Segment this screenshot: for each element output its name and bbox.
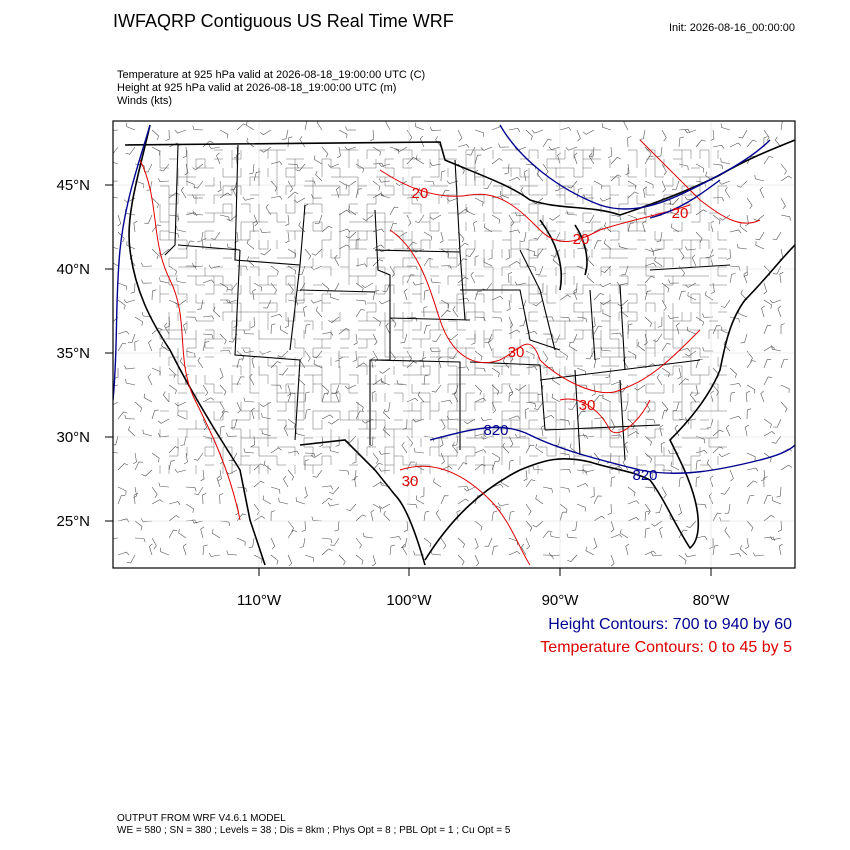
axes: 45°N 40°N 35°N 30°N 25°N 110°W 100°W 90°W 80°W — [56, 177, 730, 609]
lon-label: 90°W — [542, 592, 580, 609]
field-label: Temperature at 925 hPa valid at 2026-08-… — [117, 69, 425, 81]
height-contours — [113, 124, 795, 474]
lat-label: 45°N — [56, 177, 90, 194]
lon-label: 100°W — [386, 592, 432, 609]
temperature-contour-label: 30 — [402, 473, 419, 490]
map-frame — [112, 120, 796, 569]
temperature-contour-label: 20 — [412, 185, 429, 202]
lat-label: 30°N — [56, 429, 90, 446]
lat-label: 25°N — [56, 513, 90, 530]
footer-config: WE = 580 ; SN = 380 ; Levels = 38 ; Dis … — [117, 825, 511, 836]
height-contour-label: 820 — [483, 422, 508, 439]
contour-labels: 20 20 20 30 30 30 820 820 — [402, 185, 689, 490]
temperature-contour-label: 30 — [579, 397, 596, 414]
lon-label: 80°W — [693, 592, 731, 609]
legend-height: Height Contours: 700 to 940 by 60 — [548, 616, 792, 633]
temperature-contours — [139, 139, 761, 566]
temperature-contour-label: 20 — [672, 205, 689, 222]
init-time: Init: 2026-08-16_00:00:00 — [669, 22, 795, 34]
lat-label: 40°N — [56, 261, 90, 278]
title: IWFAQRP Contiguous US Real Time WRF — [113, 11, 454, 31]
field-label: Winds (kts) — [117, 95, 172, 107]
temperature-contour-label: 20 — [573, 231, 590, 248]
legend-temperature: Temperature Contours: 0 to 45 by 5 — [540, 639, 792, 656]
lat-label: 35°N — [56, 345, 90, 362]
map-background — [113, 121, 795, 568]
map: 20 20 20 30 30 30 820 820 — [113, 121, 795, 568]
temperature-contour-label: 30 — [508, 344, 525, 361]
footer-model: OUTPUT FROM WRF V4.6.1 MODEL — [117, 813, 286, 824]
lon-label: 110°W — [237, 592, 282, 609]
height-contour-label: 820 — [632, 467, 657, 484]
field-label: Height at 925 hPa valid at 2026-08-18_19… — [117, 82, 396, 94]
